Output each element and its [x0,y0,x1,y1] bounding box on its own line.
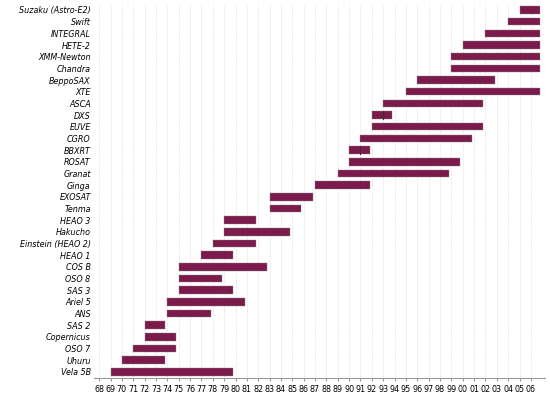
Bar [224,228,290,236]
Bar [145,333,177,341]
Bar [417,76,494,84]
Bar [508,18,540,25]
Bar [122,356,165,364]
Bar [452,65,540,72]
Bar [338,170,449,177]
Bar [179,263,267,271]
Bar [315,181,370,189]
Bar [349,158,460,166]
Bar [452,53,540,61]
Bar [520,6,540,14]
Bar [167,310,211,317]
Bar [213,239,256,247]
Bar [383,100,483,107]
Bar [167,298,245,305]
Bar [179,275,222,282]
Bar [349,146,370,154]
Bar [111,368,233,376]
Bar [201,251,233,259]
Bar [145,321,165,329]
Bar [463,41,540,49]
Bar [486,29,540,37]
Bar [270,205,301,212]
Bar [270,193,313,200]
Bar [179,286,233,294]
Bar [133,345,177,352]
Bar [406,88,540,95]
Bar [224,216,256,224]
Bar [360,134,472,142]
Bar [372,123,483,130]
Bar [372,111,392,119]
